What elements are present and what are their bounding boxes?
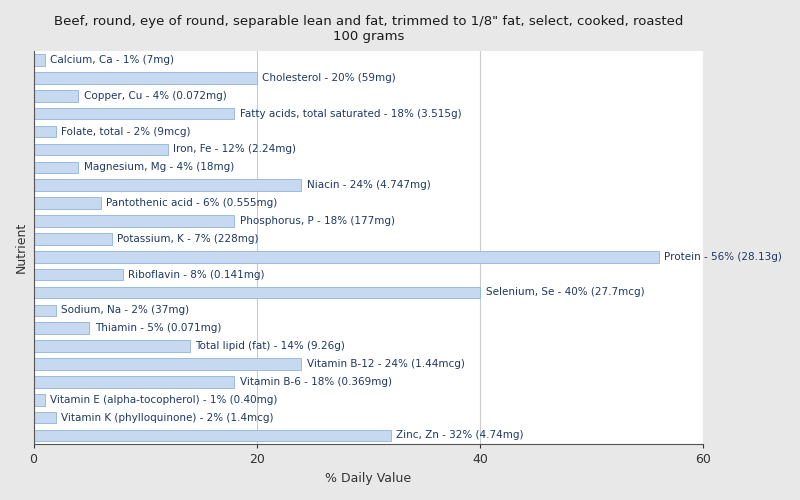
Bar bbox=[34, 90, 78, 102]
Text: Phosphorus, P - 18% (177mg): Phosphorus, P - 18% (177mg) bbox=[240, 216, 395, 226]
Text: Total lipid (fat) - 14% (9.26g): Total lipid (fat) - 14% (9.26g) bbox=[195, 341, 346, 351]
Bar bbox=[34, 72, 257, 84]
Text: Vitamin B-12 - 24% (1.44mcg): Vitamin B-12 - 24% (1.44mcg) bbox=[307, 359, 465, 369]
Text: Potassium, K - 7% (228mg): Potassium, K - 7% (228mg) bbox=[118, 234, 258, 244]
Bar bbox=[34, 322, 90, 334]
Text: Copper, Cu - 4% (0.072mg): Copper, Cu - 4% (0.072mg) bbox=[84, 91, 226, 101]
Bar bbox=[34, 215, 234, 227]
Text: Zinc, Zn - 32% (4.74mg): Zinc, Zn - 32% (4.74mg) bbox=[396, 430, 524, 440]
Text: Cholesterol - 20% (59mg): Cholesterol - 20% (59mg) bbox=[262, 73, 396, 83]
Bar bbox=[34, 412, 56, 424]
Text: Fatty acids, total saturated - 18% (3.515g): Fatty acids, total saturated - 18% (3.51… bbox=[240, 108, 462, 118]
Bar bbox=[34, 269, 123, 280]
Bar bbox=[34, 108, 234, 120]
Text: Niacin - 24% (4.747mg): Niacin - 24% (4.747mg) bbox=[307, 180, 430, 190]
Bar bbox=[34, 394, 45, 406]
Bar bbox=[34, 430, 390, 442]
Bar bbox=[34, 340, 190, 352]
Text: Magnesium, Mg - 4% (18mg): Magnesium, Mg - 4% (18mg) bbox=[84, 162, 234, 172]
Text: Vitamin B-6 - 18% (0.369mg): Vitamin B-6 - 18% (0.369mg) bbox=[240, 377, 392, 387]
Bar bbox=[34, 286, 480, 298]
X-axis label: % Daily Value: % Daily Value bbox=[326, 472, 411, 485]
Bar bbox=[34, 126, 56, 138]
Text: Riboflavin - 8% (0.141mg): Riboflavin - 8% (0.141mg) bbox=[129, 270, 265, 280]
Bar bbox=[34, 251, 658, 262]
Bar bbox=[34, 304, 56, 316]
Text: Sodium, Na - 2% (37mg): Sodium, Na - 2% (37mg) bbox=[62, 306, 190, 316]
Y-axis label: Nutrient: Nutrient bbox=[15, 222, 28, 274]
Title: Beef, round, eye of round, separable lean and fat, trimmed to 1/8" fat, select, : Beef, round, eye of round, separable lea… bbox=[54, 15, 683, 43]
Text: Pantothenic acid - 6% (0.555mg): Pantothenic acid - 6% (0.555mg) bbox=[106, 198, 278, 208]
Bar bbox=[34, 233, 112, 244]
Bar bbox=[34, 376, 234, 388]
Text: Folate, total - 2% (9mcg): Folate, total - 2% (9mcg) bbox=[62, 126, 191, 136]
Bar bbox=[34, 358, 302, 370]
Bar bbox=[34, 162, 78, 173]
Bar bbox=[34, 180, 302, 191]
Text: Calcium, Ca - 1% (7mg): Calcium, Ca - 1% (7mg) bbox=[50, 55, 174, 65]
Bar bbox=[34, 144, 167, 155]
Text: Iron, Fe - 12% (2.24mg): Iron, Fe - 12% (2.24mg) bbox=[173, 144, 296, 154]
Text: Thiamin - 5% (0.071mg): Thiamin - 5% (0.071mg) bbox=[95, 323, 222, 333]
Text: Vitamin K (phylloquinone) - 2% (1.4mcg): Vitamin K (phylloquinone) - 2% (1.4mcg) bbox=[62, 412, 274, 422]
Bar bbox=[34, 54, 45, 66]
Bar bbox=[34, 198, 101, 209]
Text: Protein - 56% (28.13g): Protein - 56% (28.13g) bbox=[664, 252, 782, 262]
Text: Vitamin E (alpha-tocopherol) - 1% (0.40mg): Vitamin E (alpha-tocopherol) - 1% (0.40m… bbox=[50, 394, 278, 404]
Text: Selenium, Se - 40% (27.7mcg): Selenium, Se - 40% (27.7mcg) bbox=[486, 288, 644, 298]
